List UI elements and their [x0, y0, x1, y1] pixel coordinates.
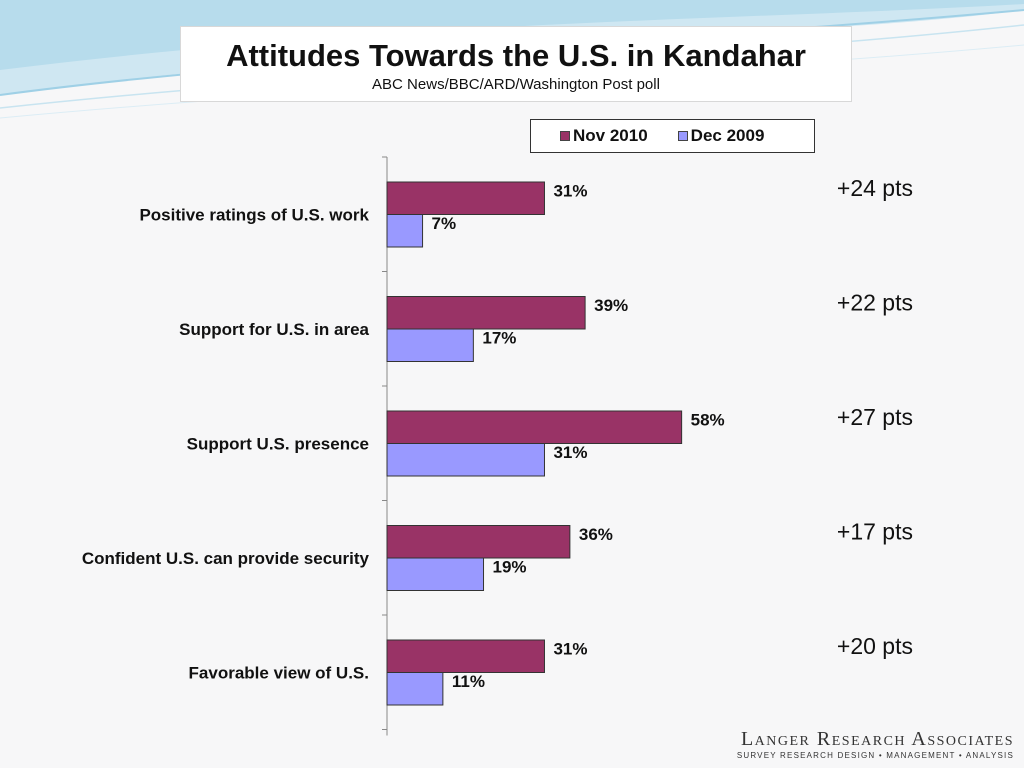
chart-subtitle: ABC News/BBC/ARD/Washington Post poll: [372, 76, 660, 93]
bar-dec-2009: [386, 328, 474, 362]
category-label: Positive ratings of U.S. work: [139, 206, 369, 225]
category-label: Support U.S. presence: [187, 435, 369, 454]
category-label: Confident U.S. can provide security: [82, 549, 370, 568]
langer-logo: Langer Research Associates SURVEY RESEAR…: [737, 728, 1014, 760]
legend-swatch-dec-2009: [677, 131, 688, 141]
difference-label: +27 pts: [837, 404, 913, 430]
data-label: 31%: [553, 443, 587, 462]
legend-label-nov-2010: Nov 2010: [573, 126, 648, 145]
data-label: 31%: [553, 639, 587, 658]
data-label: 39%: [594, 296, 628, 315]
bar-dec-2009: [386, 443, 545, 477]
category-label: Favorable view of U.S.: [189, 664, 369, 683]
legend: Nov 2010 Dec 2009: [530, 119, 815, 153]
logo-tagline: SURVEY RESEARCH DESIGN • MANAGEMENT • AN…: [736, 751, 1014, 760]
bar-nov-2010: [386, 410, 683, 444]
data-label: 7%: [432, 214, 457, 233]
bar-nov-2010: [386, 639, 545, 673]
legend-swatch-nov-2010: [560, 131, 570, 141]
data-label: 36%: [579, 525, 613, 544]
data-label: 17%: [482, 328, 516, 347]
data-label: 58%: [691, 410, 725, 429]
bar-dec-2009: [386, 214, 424, 248]
bar-nov-2010: [386, 296, 586, 330]
title-box: Attitudes Towards the U.S. in Kandahar A…: [180, 26, 852, 102]
difference-label: +20 pts: [837, 633, 913, 659]
legend-item-dec-2009: Dec 2009: [677, 126, 765, 146]
bar-nov-2010: [386, 181, 545, 215]
legend-label-dec-2009: Dec 2009: [690, 126, 765, 145]
difference-label: +17 pts: [837, 519, 913, 545]
bar-chart: Positive ratings of U.S. work 31% 7% +24 pt…: [82, 156, 913, 736]
logo-name: Langer Research Associates: [740, 728, 1014, 750]
data-label: 11%: [452, 672, 485, 691]
legend-item-nov-2010: Nov 2010: [560, 126, 648, 146]
category-label: Support for U.S. in area: [179, 320, 369, 339]
chart-title: Attitudes Towards the U.S. in Kandahar: [226, 38, 806, 73]
difference-label: +22 pts: [837, 290, 913, 316]
difference-label: +24 pts: [837, 175, 913, 201]
bar-dec-2009: [386, 672, 444, 706]
data-label: 31%: [553, 181, 587, 200]
bar-dec-2009: [386, 557, 485, 591]
data-label: 19%: [493, 557, 527, 576]
bar-nov-2010: [386, 525, 571, 559]
